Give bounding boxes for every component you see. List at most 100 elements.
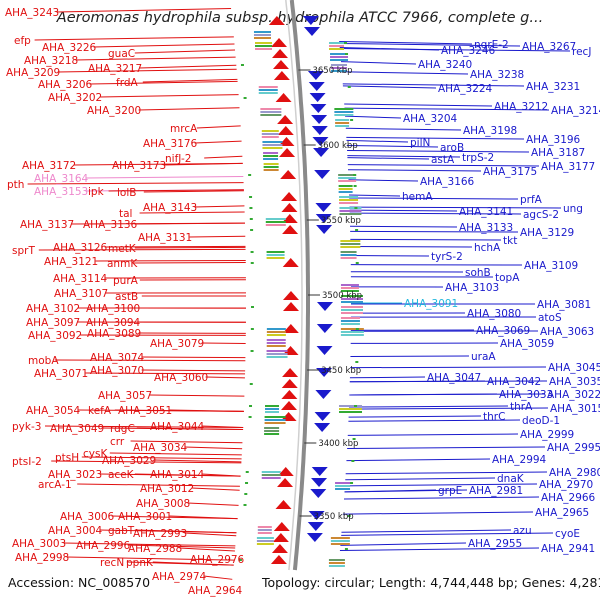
accession-label: Accession: NC_008570 [8, 575, 151, 590]
label-connector [134, 222, 245, 225]
genome-backbone [285, 0, 310, 571]
reverse-gene-arrow [316, 346, 333, 355]
reverse-gene-arrow [309, 93, 326, 102]
gene-label-forward: AHA_3014 [150, 469, 205, 481]
reverse-gene-arrow [311, 126, 328, 135]
gene-label-forward: AHA_3060 [154, 372, 208, 384]
gene-label-forward: AHA_3126 [53, 242, 108, 254]
label-connector [349, 209, 458, 212]
gene-label-reverse: AHA_2970 [539, 479, 593, 491]
gene-label-forward: AHA_2996 [76, 540, 131, 552]
label-connector [347, 155, 461, 158]
label-connector [104, 245, 246, 248]
forward-gene-arrow [279, 148, 296, 157]
gene-label-reverse: aroB [440, 142, 464, 154]
feature-dot [344, 548, 348, 550]
reverse-gene-arrow [316, 225, 333, 234]
forward-gene-arrow [277, 478, 294, 487]
annotation-block [258, 86, 278, 88]
annotation-block [266, 251, 285, 253]
scale-label: 3350 kbp [314, 512, 354, 522]
gene-label-forward: lolB [117, 187, 136, 199]
annotation-block [266, 339, 286, 341]
annotation-block [340, 246, 361, 248]
forward-gene-arrow [272, 49, 289, 58]
gene-label-forward: AHA_3089 [87, 328, 141, 340]
annotation-block [340, 331, 364, 333]
gene-label-forward: AHA_3153 [34, 186, 88, 198]
gene-label-reverse: AHA_3033 [499, 389, 553, 401]
label-connector [339, 40, 473, 45]
reverse-gene-arrow [306, 533, 323, 542]
forward-gene-arrow [273, 522, 290, 531]
gene-label-forward: ppnK [126, 557, 154, 569]
forward-gene-arrow [282, 258, 299, 267]
forward-gene-arrow [278, 137, 295, 146]
gene-label-reverse: AHA_3187 [531, 147, 585, 159]
gene-label-reverse: AHA_2966 [541, 492, 596, 504]
label-connector [349, 393, 546, 396]
label-connector [349, 194, 401, 197]
annotation-block [266, 350, 288, 352]
gene-label-forward: AHA_3070 [90, 365, 144, 377]
scale-label: 3400 kbp [318, 439, 358, 449]
gene-label-forward: AHA_3206 [38, 79, 93, 91]
annotation-block [258, 92, 278, 94]
label-connector [152, 561, 234, 566]
feature-dot [249, 196, 253, 198]
feature-dot [248, 416, 252, 418]
gene-label-forward: AHA_2988 [128, 543, 182, 555]
gene-label-reverse: AHA_3129 [520, 227, 574, 239]
gene-label-reverse: AHA_3103 [445, 282, 499, 294]
label-connector [99, 94, 239, 98]
label-connector [184, 532, 237, 537]
gene-label-forward: aceK [108, 469, 135, 481]
gene-label-reverse: AHA_3047 [427, 372, 481, 384]
gene-label-forward: AHA_3006 [60, 511, 115, 523]
annotation-block [262, 141, 283, 143]
gene-label-forward: AHA_3054 [26, 405, 81, 417]
gene-label-reverse: sohB [465, 267, 491, 279]
label-connector [109, 452, 242, 456]
forward-gene-arrow [280, 170, 297, 179]
annotation-block [253, 31, 271, 33]
annotation-block [265, 221, 286, 223]
gene-label-forward: ptsH [55, 452, 79, 464]
gene-label-forward: AHA_3071 [34, 368, 88, 380]
forward-gene-arrow [271, 38, 288, 47]
reverse-gene-arrow [312, 137, 329, 146]
label-connector [350, 238, 502, 241]
gene-label-forward: AHA_3044 [150, 421, 205, 433]
gene-label-forward: AHA_2964 [188, 585, 243, 597]
gene-label-reverse: AHA_3141 [459, 206, 513, 218]
gene-label-forward: AHA_3029 [102, 455, 156, 467]
label-connector [347, 164, 540, 167]
gene-label-reverse: AHA_3214 [551, 105, 600, 117]
annotation-block [338, 185, 353, 187]
label-connector [347, 446, 546, 449]
annotation-block [329, 42, 345, 44]
gene-label-forward: arcA-1 [38, 479, 72, 491]
annotation-block [253, 34, 271, 36]
gene-label-reverse: AHA_3133 [459, 222, 513, 234]
gene-label-reverse: AHA_2995 [547, 442, 600, 454]
gene-label-reverse: AHA_3240 [418, 59, 472, 71]
reverse-gene-arrow [316, 302, 333, 311]
forward-gene-arrow [277, 115, 294, 124]
gene-label-forward: AHA_2993 [133, 528, 187, 540]
label-connector [56, 8, 232, 13]
gene-label-forward: AHA_2998 [15, 552, 69, 564]
gene-label-forward: AHA_3003 [12, 538, 66, 550]
label-connector [66, 556, 235, 561]
label-connector-lines [27, 8, 571, 580]
gene-label-forward: AHA_3202 [48, 92, 102, 104]
gene-label-forward: pyk-3 [12, 421, 41, 433]
label-connector [345, 115, 402, 119]
annotation-block [334, 111, 354, 113]
label-connector [77, 483, 240, 487]
forward-gene-arrow [282, 225, 299, 234]
annotation-block [266, 342, 286, 344]
label-connector [342, 83, 525, 87]
feature-dot [350, 482, 354, 484]
